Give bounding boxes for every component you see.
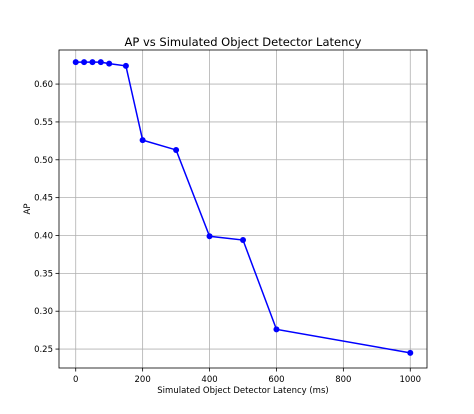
x-axis-label: Simulated Object Detector Latency (ms) <box>157 386 328 396</box>
x-tick-label: 1000 <box>399 375 421 385</box>
y-tick-label: 0.55 <box>34 118 53 128</box>
x-tick-label: 0 <box>73 375 78 385</box>
data-point <box>89 59 96 66</box>
y-tick-label: 0.50 <box>34 156 53 166</box>
data-point <box>206 233 213 240</box>
y-tick-label: 0.60 <box>34 80 53 90</box>
y-tick-label: 0.35 <box>34 269 53 279</box>
y-tick-label: 0.25 <box>34 345 53 355</box>
series-group <box>72 59 414 356</box>
data-point <box>173 146 180 153</box>
data-point <box>240 237 246 244</box>
chart-title: AP vs Simulated Object Detector Latency <box>124 35 361 49</box>
data-point <box>122 62 129 69</box>
data-point <box>407 349 414 356</box>
data-point <box>106 60 113 67</box>
y-tick-label: 0.40 <box>34 232 53 242</box>
data-point <box>139 137 146 144</box>
x-tick-label: 800 <box>335 375 351 385</box>
y-tick-label: 0.45 <box>34 194 53 204</box>
x-tick-label: 200 <box>135 375 151 385</box>
axis-ticks: 0 200 400 600 800 1000 0.25 0.30 0.35 0.40 0.45 0.5… <box>34 80 421 385</box>
x-tick-label: 600 <box>268 375 284 385</box>
data-point <box>97 59 104 66</box>
grid <box>59 50 427 368</box>
y-axis-label: AP <box>23 204 33 215</box>
y-tick-label: 0.30 <box>34 307 53 317</box>
x-tick-label: 400 <box>201 375 217 385</box>
data-point <box>81 59 88 66</box>
data-point <box>72 59 79 66</box>
plot-area <box>58 49 428 369</box>
data-point <box>273 326 280 333</box>
